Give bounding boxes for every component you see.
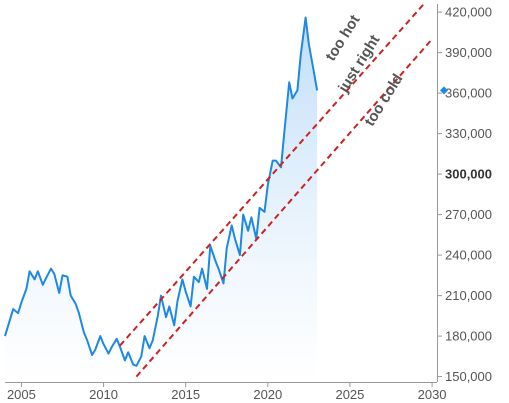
series-line: [4, 16, 319, 367]
x-tick-label: 2030: [418, 387, 447, 402]
axis-layer: 2005 2010 2015 2020 2025 2030 150,000 180,000 21…: [5, 4, 492, 402]
y-tick-label: 360,000: [445, 86, 492, 101]
annotation-too-cold: too cold: [361, 71, 406, 129]
channel-line-too-hot: [119, 3, 425, 347]
y-tick-label: 210,000: [445, 288, 492, 303]
channel-layer: [119, 3, 433, 378]
x-tick-label: 2020: [253, 387, 282, 402]
y-tick-label: 300,000: [445, 167, 492, 182]
y-tick-label: 390,000: [445, 45, 492, 60]
area-layer: [5, 17, 318, 382]
marker-layer: [440, 86, 448, 95]
y-tick-label: 420,000: [445, 5, 492, 20]
line-layer: [4, 16, 319, 367]
x-tick-label: 2025: [335, 387, 364, 402]
y-tick-label: 240,000: [445, 248, 492, 263]
y-tick-label: 330,000: [445, 126, 492, 141]
series-area: [5, 17, 318, 382]
x-tick-label: 2010: [89, 387, 118, 402]
x-tick-label: 2005: [7, 387, 36, 402]
y-tick-label: 270,000: [445, 207, 492, 222]
channel-line-too-cold: [135, 38, 433, 378]
last-value-marker: [440, 86, 448, 95]
x-tick-label: 2015: [171, 387, 200, 402]
y-tick-label: 180,000: [445, 329, 492, 344]
y-tick-label: 150,000: [445, 369, 492, 384]
